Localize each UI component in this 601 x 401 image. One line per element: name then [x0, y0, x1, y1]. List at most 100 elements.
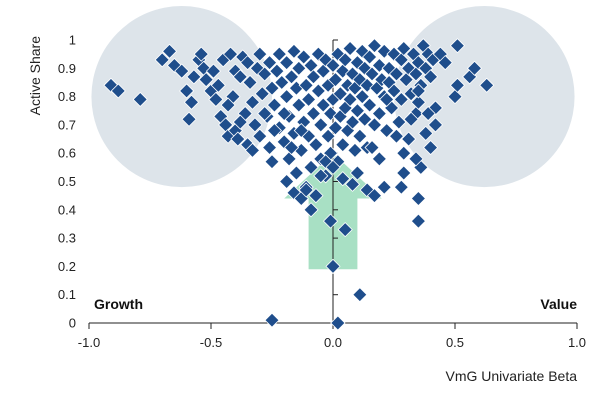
data-point: [279, 55, 295, 71]
data-point: [366, 188, 383, 204]
data-point: [322, 213, 339, 229]
data-point: [261, 139, 278, 156]
x-tick-label: 0.0: [324, 335, 342, 350]
data-point: [393, 52, 409, 68]
data-point: [418, 125, 434, 141]
data-point: [305, 106, 322, 122]
data-point: [242, 74, 258, 91]
data-point: [161, 43, 178, 59]
growth-annotation: Growth: [94, 296, 143, 312]
data-point: [466, 60, 483, 76]
data-point: [257, 66, 273, 82]
data-point: [396, 145, 412, 161]
data-point: [261, 55, 278, 71]
x-tick-label: -1.0: [78, 335, 100, 350]
data-point: [291, 97, 307, 113]
data-point: [349, 165, 365, 181]
data-point: [254, 86, 270, 102]
data-point: [308, 188, 324, 204]
data-point: [154, 52, 170, 68]
data-point: [393, 179, 409, 195]
data-point: [447, 89, 463, 105]
data-point: [344, 176, 361, 192]
data-point: [420, 106, 436, 122]
data-point: [308, 137, 324, 153]
data-point: [344, 114, 361, 130]
data-point: [315, 63, 331, 79]
data-point: [330, 315, 346, 331]
data-point: [276, 106, 292, 122]
y-tick-label: 1: [69, 33, 76, 48]
data-point: [449, 77, 466, 93]
data-point: [283, 139, 300, 156]
data-point: [305, 69, 322, 85]
y-tick-label: 0.3: [58, 231, 76, 246]
data-point: [379, 122, 395, 139]
data-point: [354, 89, 370, 105]
data-point: [210, 77, 226, 93]
data-point: [296, 49, 312, 65]
data-point: [423, 69, 439, 85]
data-point: [391, 114, 407, 130]
data-point: [371, 106, 387, 122]
data-point: [193, 46, 209, 62]
data-point: [410, 83, 426, 99]
data-point: [325, 258, 341, 274]
data-point: [247, 117, 263, 133]
data-point: [264, 154, 280, 170]
data-point: [208, 91, 224, 107]
data-point: [198, 72, 214, 88]
data-point: [364, 139, 380, 156]
data-point: [179, 83, 195, 99]
text-layer: Growth Value VmG Univariate Beta Active …: [27, 36, 577, 384]
data-point: [332, 86, 348, 102]
data-point: [401, 131, 417, 147]
data-point: [347, 142, 363, 158]
data-point: [352, 287, 368, 303]
data-point: [181, 111, 197, 127]
data-point: [183, 94, 200, 110]
data-point: [186, 69, 202, 85]
data-point: [408, 151, 424, 167]
points-layer: [103, 38, 495, 331]
data-point: [291, 60, 307, 76]
value-annotation: Value: [540, 296, 577, 312]
data-point: [301, 91, 317, 107]
data-point: [398, 72, 414, 88]
data-point: [423, 139, 439, 156]
data-point: [364, 66, 380, 82]
data-point: [279, 173, 295, 190]
data-point: [393, 91, 409, 107]
data-point: [303, 159, 319, 175]
data-point: [264, 80, 280, 96]
data-point: [279, 89, 295, 105]
data-point: [283, 69, 300, 85]
data-point: [293, 122, 309, 139]
data-point: [205, 63, 222, 79]
data-point: [437, 55, 453, 71]
data-point: [274, 74, 290, 91]
x-tick-label: 0.5: [446, 335, 464, 350]
data-point: [342, 40, 358, 57]
data-point: [320, 128, 336, 144]
data-point: [244, 142, 261, 158]
data-point: [288, 165, 304, 181]
data-point: [220, 97, 236, 113]
data-point: [325, 57, 341, 74]
data-point: [244, 94, 261, 110]
data-point: [410, 213, 426, 229]
data-point: [366, 38, 383, 54]
y-tick-label: 0.7: [58, 117, 76, 132]
data-point: [252, 46, 268, 62]
data-point: [327, 120, 344, 136]
data-point: [286, 43, 302, 59]
data-point: [232, 69, 248, 85]
data-point: [366, 117, 383, 133]
data-point: [310, 83, 326, 99]
data-point: [257, 106, 273, 122]
data-point: [337, 222, 353, 238]
y-tick-label: 0.1: [58, 287, 76, 302]
y-tick-label: 0: [69, 316, 76, 331]
data-point: [362, 97, 378, 113]
